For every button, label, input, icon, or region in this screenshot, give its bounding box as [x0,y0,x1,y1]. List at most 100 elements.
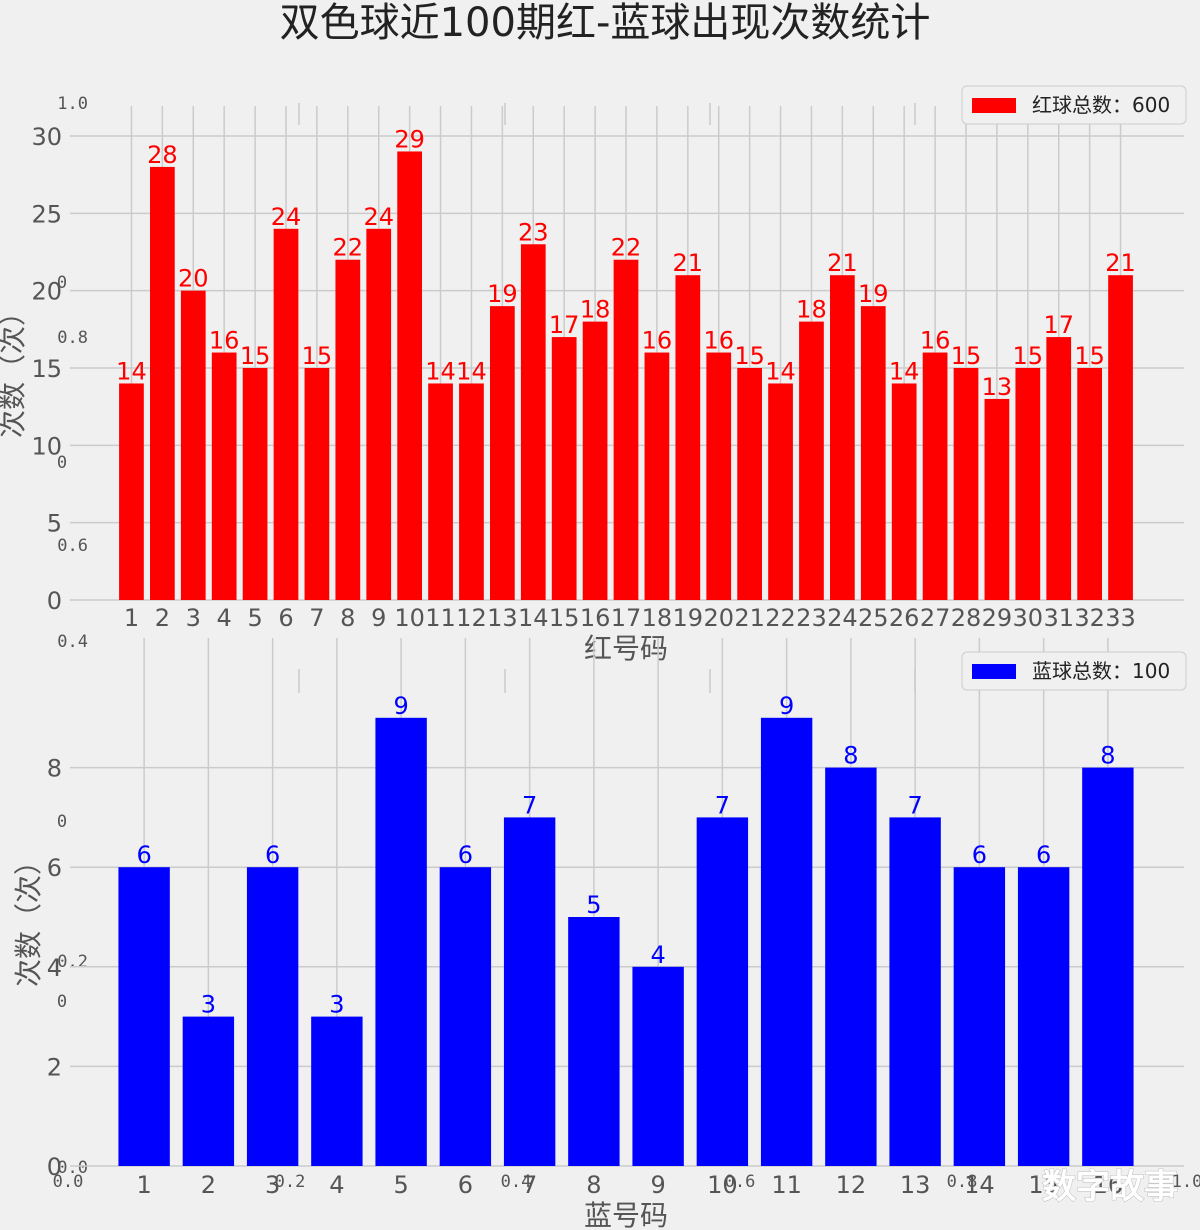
data-label: 16 [642,327,673,355]
bar-10 [696,817,749,1166]
legend-label: 蓝球总数：100 [1032,659,1170,683]
blue-ball-chart: 0246861326334956677584971091181271361461… [12,638,1187,1230]
xtick-label: 25 [858,604,889,632]
xtick-label: 22 [765,604,796,632]
data-label: 20 [178,265,209,293]
bar-8 [335,259,361,600]
xtick-label: 5 [393,1171,408,1199]
background-xtick: 1.0 [1172,1172,1200,1192]
xtick-label: 17 [611,604,642,632]
bar-12 [825,767,877,1166]
bar-15 [1017,867,1070,1166]
xtick-label: 10 [394,604,425,632]
xtick-label: 7 [309,604,324,632]
bar-3 [246,867,299,1166]
bar-29 [984,398,1010,600]
ytick-label: 8 [47,755,62,783]
background-offset-text: 0 [57,453,67,473]
bar-30 [1015,368,1041,600]
data-label: 14 [116,357,147,385]
xtick-label: 8 [586,1171,601,1199]
data-label: 22 [333,234,364,262]
xtick-label: 11 [425,604,456,632]
data-label: 6 [972,841,987,869]
background-xtick: 0.6 [725,1172,756,1192]
data-label: 24 [271,203,302,231]
bar-2 [150,166,175,600]
bar-16 [582,321,608,600]
xtick-label: 14 [964,1171,995,1199]
background-xtick: 0.2 [275,1172,306,1192]
xtick-label: 16 [1093,1171,1124,1199]
bar-12 [459,383,484,600]
data-label: 23 [518,218,549,246]
xtick-label: 1 [136,1171,151,1199]
data-label: 14 [456,357,487,385]
bar-33 [1108,275,1133,600]
bar-28 [953,368,979,600]
ytick-label: 30 [31,123,62,151]
data-label: 8 [1100,742,1115,770]
bar-9 [632,966,684,1166]
bar-7 [503,817,556,1166]
xtick-label: 3 [265,1171,280,1199]
red-ball-chart: 0510152025301412822031641552461572282492… [0,85,1187,665]
ytick-label: 0 [47,1153,62,1181]
background-xtick: 0.8 [947,1172,978,1192]
data-label: 14 [425,357,456,385]
xtick-label: 13 [487,604,518,632]
xtick-label: 24 [827,604,858,632]
bar-13 [889,817,941,1166]
bar-4 [211,352,237,600]
ytick-label: 15 [31,355,62,383]
bar-8 [568,917,620,1166]
data-label: 21 [673,249,704,277]
bar-11 [428,383,453,600]
xtick-label: 12 [836,1171,867,1199]
bar-13 [490,306,515,600]
xtick-label: 3 [186,604,201,632]
bar-6 [273,228,299,601]
bar-16 [1082,767,1134,1166]
data-label: 15 [951,342,982,370]
bar-32 [1077,368,1102,600]
data-label: 29 [394,125,425,153]
bar-6 [439,867,492,1166]
legend: 蓝球总数：100 [961,651,1187,691]
xtick-label: 33 [1105,604,1136,632]
xtick-label: 6 [458,1171,473,1199]
ytick-label: 20 [31,278,62,306]
ytick-label: 5 [47,510,62,538]
xtick-label: 19 [673,604,704,632]
xtick-label: 32 [1074,604,1105,632]
data-label: 18 [580,296,611,324]
data-label: 15 [240,342,271,370]
xtick-label: 9 [371,604,386,632]
background-offset-text: 0 [57,992,67,1012]
data-label: 14 [765,357,796,385]
data-label: 16 [920,327,951,355]
background-xtick: 0.4 [501,1172,532,1192]
data-label: 6 [265,841,280,869]
data-label: 21 [1105,249,1136,277]
data-label: 7 [522,791,537,819]
data-label: 18 [796,296,827,324]
xtick-label: 1 [124,604,139,632]
data-label: 9 [393,692,408,720]
data-label: 4 [650,941,665,969]
bar-4 [311,1016,363,1166]
bar-22 [768,383,793,600]
watermark: 数字故事 [1042,1167,1178,1207]
bar-14 [520,244,546,600]
data-label: 16 [209,327,240,355]
ytick-label: 0 [47,587,62,615]
legend-label: 红球总数：600 [1032,93,1170,117]
bar-26 [891,383,917,600]
data-label: 6 [1036,841,1051,869]
data-label: 5 [586,891,601,919]
bar-24 [830,275,855,600]
xtick-label: 4 [217,604,232,632]
xtick-label: 29 [982,604,1013,632]
ytick-label: 4 [47,954,62,982]
